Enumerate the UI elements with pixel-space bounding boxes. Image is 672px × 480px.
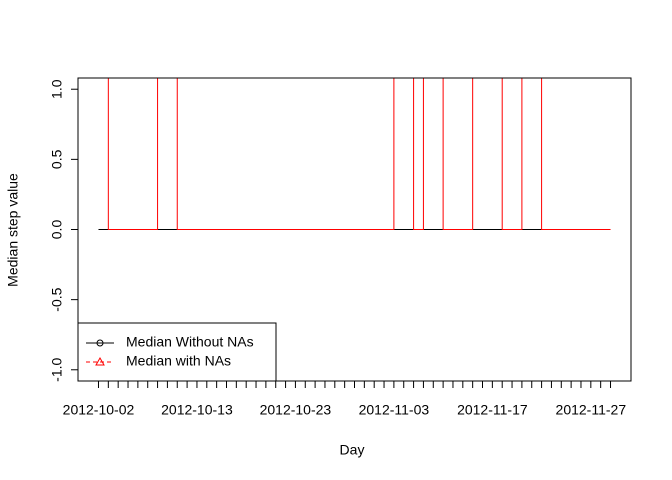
y-axis-label: Median step value — [5, 173, 21, 287]
x-tick-label: 2012-11-03 — [359, 402, 430, 418]
legend-box — [77, 322, 277, 382]
y-tick-label: 0.5 — [49, 149, 65, 169]
y-tick-label: 1.0 — [49, 79, 65, 99]
legend-label: Median with NAs — [126, 353, 231, 369]
x-tick-label: 2012-11-27 — [556, 402, 627, 418]
x-tick-label: 2012-10-23 — [260, 402, 332, 418]
plot-area — [98, 78, 611, 230]
legend-marker — [95, 356, 105, 366]
legend-label: Median Without NAs — [126, 334, 254, 350]
y-tick-label: -0.5 — [49, 287, 65, 311]
x-tick-label: 2012-10-13 — [161, 402, 233, 418]
y-tick-label: 0.0 — [49, 220, 65, 240]
x-tick-label: 2012-11-17 — [457, 402, 528, 418]
y-tick-label: -1.0 — [49, 358, 65, 382]
legend-marker — [96, 339, 104, 347]
x-axis-label: Day — [340, 442, 365, 458]
series-line — [107, 78, 611, 230]
x-tick-label: 2012-10-02 — [63, 402, 135, 418]
